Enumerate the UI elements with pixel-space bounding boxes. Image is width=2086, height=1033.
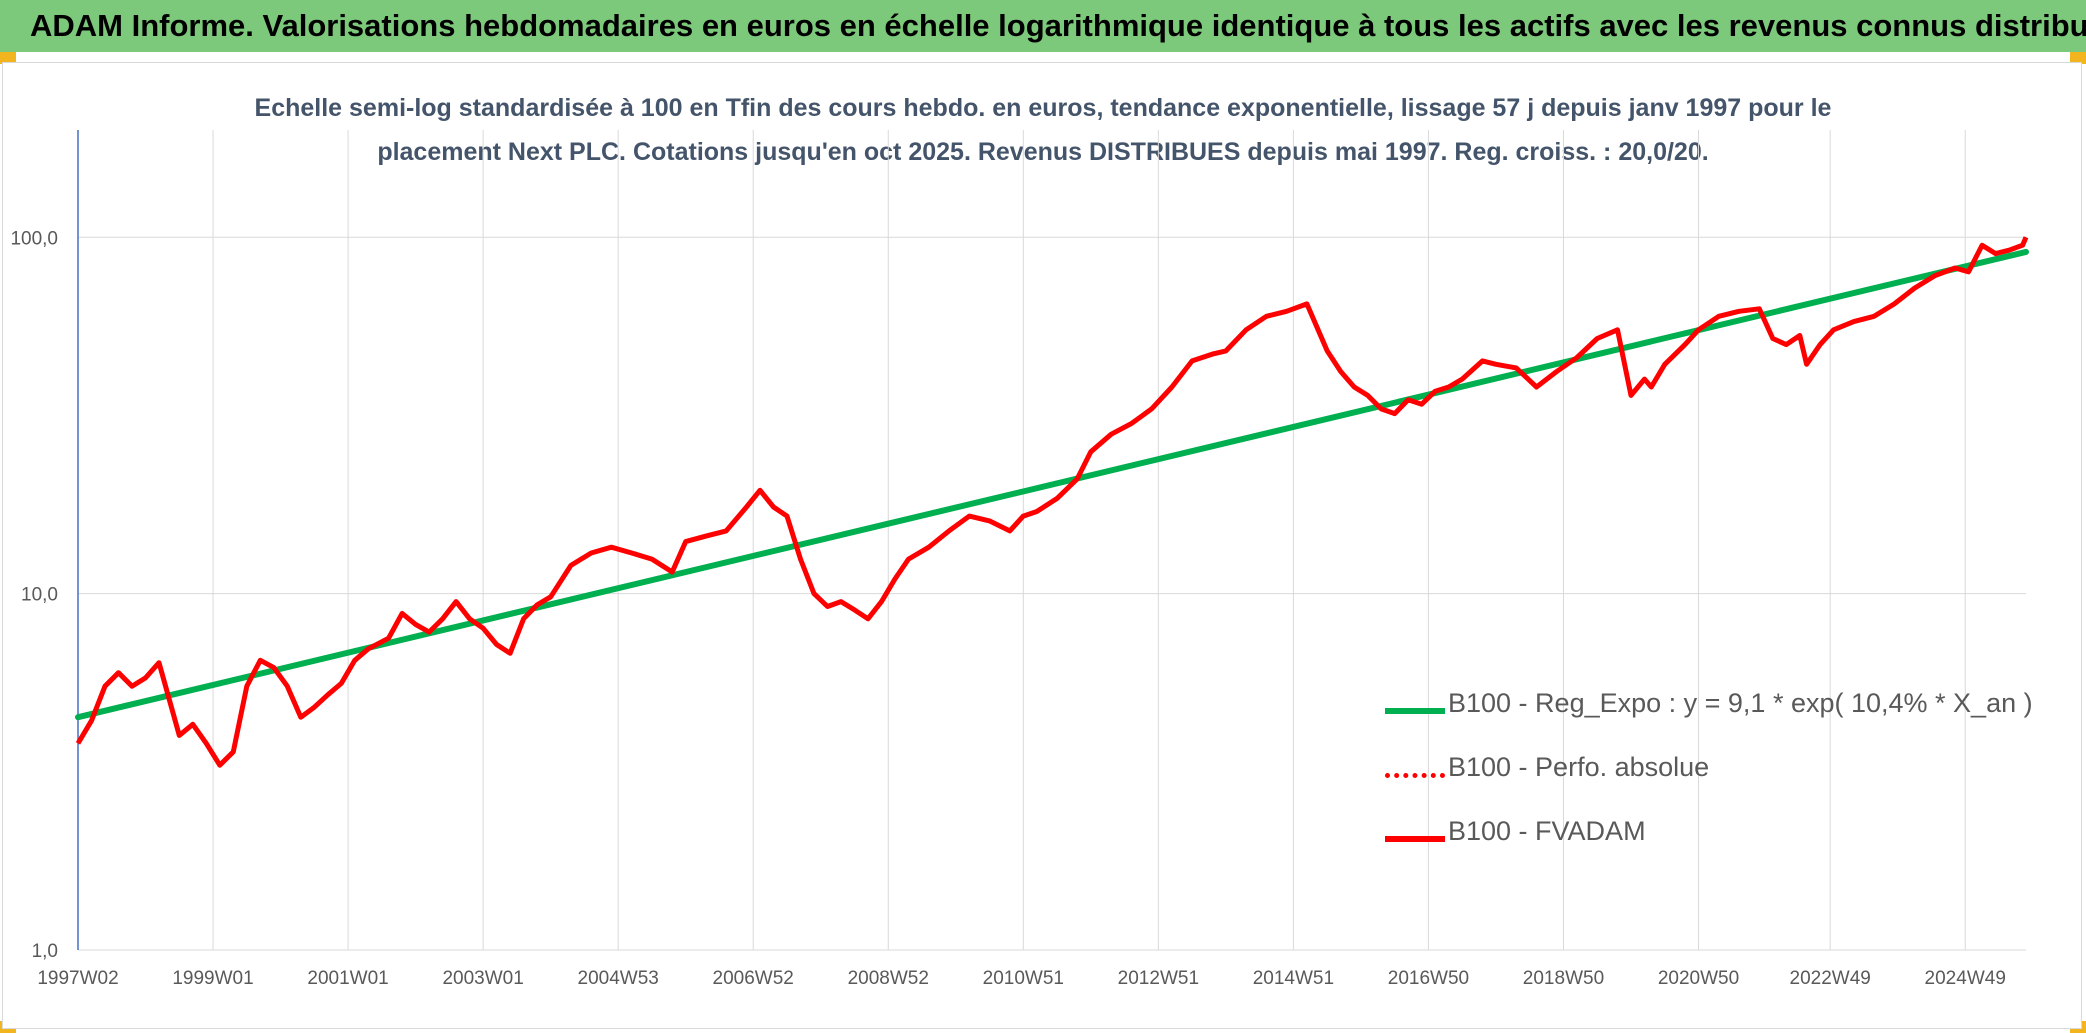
x-tick-label: 2024W49 (1925, 968, 2006, 989)
x-tick-label: 2010W51 (983, 968, 1064, 989)
title-bar (0, 0, 2086, 52)
chart-title-line-2: placement Next PLC. Cotations jusqu'en o… (377, 138, 1709, 166)
corner-marker (0, 52, 16, 64)
y-tick-label: 1,0 (32, 941, 58, 962)
chart-legend: B100 - Reg_Expo : y = 9,1 * exp( 10,4% *… (1385, 680, 2033, 872)
x-tick-label: 2018W50 (1523, 968, 1604, 989)
series-line-fvadam (75, 236, 2029, 768)
y-tick-label: 100,0 (10, 228, 58, 249)
x-tick-label: 2001W01 (307, 968, 388, 989)
x-tick-label: 2020W50 (1658, 968, 1739, 989)
x-tick-label: 1997W02 (37, 968, 118, 989)
chart-title-line-1: Echelle semi-log standardisée à 100 en T… (254, 94, 1832, 122)
y-tick-label: 10,0 (21, 585, 58, 606)
x-tick-label: 1999W01 (172, 968, 253, 989)
corner-marker (2070, 52, 2086, 64)
chart-frame (2, 62, 2082, 1029)
x-tick-label: 2022W49 (1790, 968, 1871, 989)
legend-label-perfo: B100 - Perfo. absolue (1448, 752, 1710, 782)
x-tick-label: 2012W51 (1118, 968, 1199, 989)
legend-swatch-perfo (1385, 773, 1445, 778)
x-tick-label: 2008W52 (848, 968, 929, 989)
page-title: ADAM Informe. Valorisations hebdomadaire… (30, 8, 2086, 43)
x-tick-label: 2003W01 (442, 968, 523, 989)
x-tick-label: 2016W50 (1388, 968, 1469, 989)
legend-label-fvadam: B100 - FVADAM (1448, 816, 1646, 846)
legend-swatch-fvadam (1385, 836, 1445, 842)
chart-title: Echelle semi-log standardisée à 100 en T… (0, 86, 2086, 174)
legend-label-regression: B100 - Reg_Expo : y = 9,1 * exp( 10,4% *… (1448, 688, 2033, 718)
legend-item-fvadam: B100 - FVADAM (1385, 808, 2005, 872)
x-tick-label: 2014W51 (1253, 968, 1334, 989)
legend-swatch-regression (1385, 708, 1445, 714)
x-tick-label: 2004W53 (578, 968, 659, 989)
legend-item-regression: B100 - Reg_Expo : y = 9,1 * exp( 10,4% *… (1385, 680, 2033, 744)
legend-item-perfo: B100 - Perfo. absolue (1385, 744, 2005, 808)
x-tick-label: 2006W52 (713, 968, 794, 989)
